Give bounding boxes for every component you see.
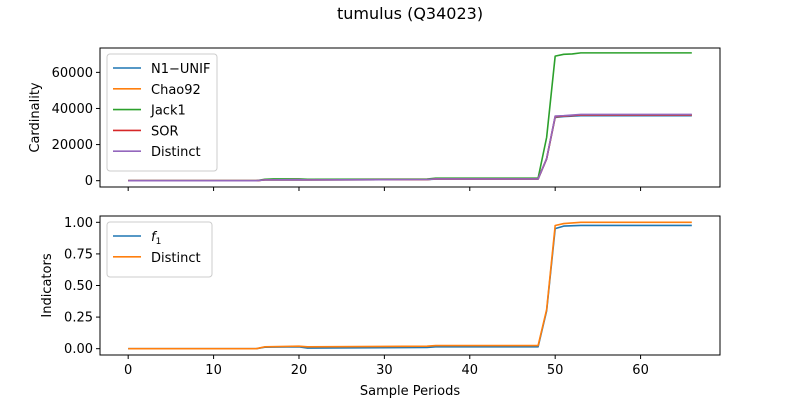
x-tick-label: 40 — [462, 363, 479, 378]
legend-box — [106, 221, 213, 278]
y-axis-label: Indicators — [40, 253, 55, 317]
cardinality-panel: 0 20000 40000 60000 Cardinality N1−UNIF Chao92… — [28, 47, 721, 191]
indicators-panel: 0.00 0.25 0.50 0.75 1.00 0 10 20 30 40 50 60 Indicat… — [40, 215, 721, 399]
series-lines — [128, 221, 692, 350]
legend-label-sub: 1 — [156, 237, 162, 247]
x-tick-label: 50 — [547, 363, 564, 378]
legend-label: Jack1 — [150, 104, 186, 119]
x-tick-label: 20 — [291, 363, 308, 378]
legend-label-main: f — [151, 230, 158, 245]
legend-label: N1−UNIF — [151, 62, 210, 77]
legend: f1 Distinct — [106, 221, 213, 278]
legend-box — [106, 53, 218, 172]
y-tick-label: 1.00 — [64, 216, 93, 231]
axes-frame — [99, 215, 721, 356]
series-lines — [128, 52, 692, 182]
axes-frame — [99, 47, 721, 188]
legend-label: Distinct — [151, 145, 201, 160]
series-line-distinct — [128, 113, 692, 182]
legend-label: SOR — [151, 124, 179, 139]
y-tick-label: 60000 — [52, 66, 93, 81]
y-tick-label: 0.75 — [64, 247, 93, 262]
legend-label: f1 — [151, 230, 161, 247]
legend: N1−UNIF Chao92 Jack1 SOR Distinct — [106, 53, 218, 172]
x-tick-label: 30 — [376, 363, 393, 378]
legend-label: Distinct — [151, 251, 201, 266]
y-tick-label: 0 — [85, 174, 93, 189]
x-tick-label: 0 — [124, 363, 132, 378]
y-tick-label: 0.50 — [64, 279, 93, 294]
y-axis-label: Cardinality — [28, 82, 43, 153]
y-tick-label: 20000 — [52, 138, 93, 153]
x-axis-label: Sample Periods — [360, 384, 460, 399]
x-tick-label: 60 — [632, 363, 649, 378]
y-tick-label: 0.25 — [64, 311, 93, 326]
y-tick-label: 0.00 — [64, 342, 93, 357]
series-line-distinct — [128, 221, 692, 350]
figure-title: tumulus (Q34023) — [337, 4, 483, 23]
legend-label: Chao92 — [151, 83, 201, 98]
x-tick-label: 10 — [205, 363, 222, 378]
y-tick-label: 40000 — [52, 102, 93, 117]
